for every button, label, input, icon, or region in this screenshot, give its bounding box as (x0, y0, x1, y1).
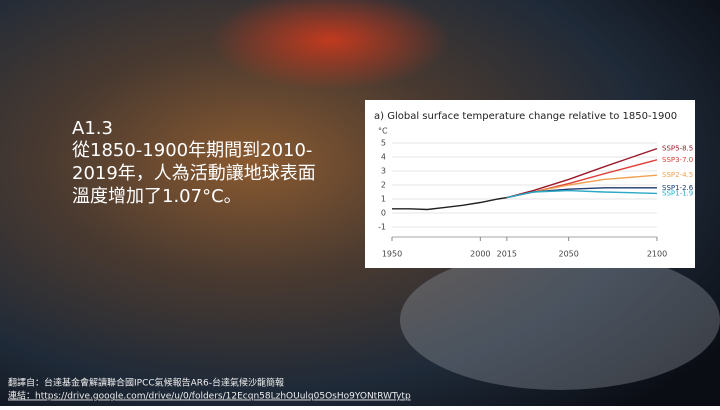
y-tick-label: 1 (381, 195, 386, 204)
clouds (400, 250, 720, 390)
x-tick-label: 2050 (558, 250, 578, 259)
heading: A1.3 (72, 118, 113, 139)
series-label: SSP2-4.5 (662, 171, 693, 179)
body-line: 2019年，人為活動讓地球表面 (72, 163, 316, 184)
x-tick-label: 2000 (470, 250, 490, 259)
y-tick-label: -1 (378, 223, 386, 232)
body-line: 從1850-1900年期間到2010- (72, 140, 312, 161)
y-tick-label: 3 (381, 167, 386, 176)
series-line (506, 189, 658, 199)
y-axis-label: °C (378, 127, 388, 136)
y-tick-label: 0 (381, 209, 386, 218)
fire-glow (210, 0, 450, 90)
body-line: 溫度增加了1.07°C。 (72, 186, 242, 207)
y-tick-label: 5 (381, 139, 386, 148)
x-tick-label: 2015 (497, 250, 517, 259)
footer-source: 翻譯自：台達基金會解讀聯合國IPCC氣候報告AR6-台達氣候沙龍簡報 (8, 377, 284, 389)
series-label: SSP1-2.6 (662, 184, 694, 192)
x-tick-label: 1950 (382, 250, 402, 259)
series-label: SSP5-8.5 (662, 145, 693, 153)
chart-panel (365, 100, 695, 268)
chart-title: a) Global surface temperature change rel… (374, 111, 677, 122)
series-label: SSP1-1.9 (662, 189, 693, 197)
series-label: SSP3-7.0 (662, 156, 693, 164)
series-line (506, 147, 658, 199)
y-tick-label: 4 (381, 153, 386, 162)
footer-link[interactable]: 連結：https://drive.google.com/drive/u/0/fo… (8, 390, 411, 402)
x-tick-label: 2100 (647, 250, 667, 259)
series-line (392, 196, 507, 211)
y-tick-label: 2 (381, 181, 386, 190)
